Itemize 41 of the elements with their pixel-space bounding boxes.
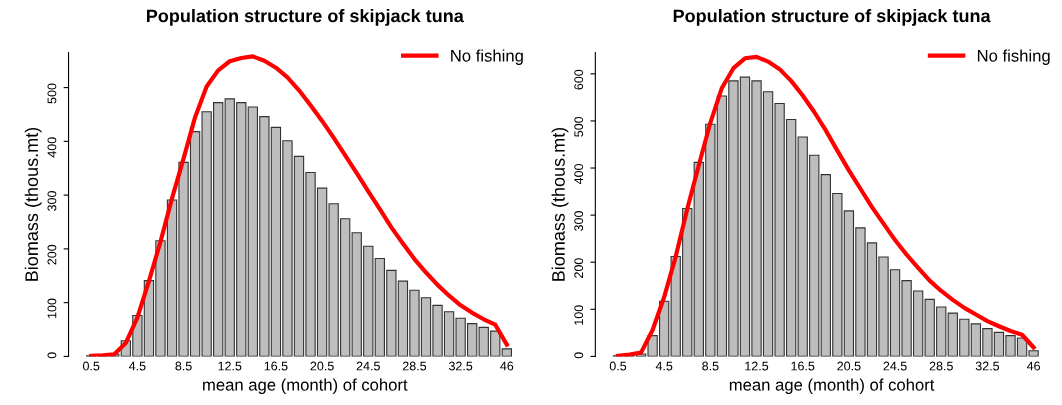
legend-label: No fishing [977, 49, 1050, 65]
y-tick-label: 100 [47, 298, 57, 319]
y-tick-label: 300 [47, 191, 57, 211]
y-axis-title: Biomass (thous.mt) [551, 127, 569, 281]
x-tick-label: 8.5 [175, 361, 192, 371]
legend-label: No fishing [451, 49, 523, 65]
chart-title: Population structure of skipjack tuna [146, 9, 464, 26]
x-tick-label: 32.5 [975, 361, 1000, 371]
x-tick-label: 0.5 [83, 361, 100, 371]
y-tick-label: 0 [574, 352, 584, 359]
x-tick-label: 28.5 [402, 361, 427, 371]
x-tick-label: 4.5 [128, 361, 146, 371]
x-tick-label: 16.5 [264, 361, 288, 371]
y-tick-label: 500 [47, 83, 57, 104]
y-tick-label: 200 [574, 258, 584, 278]
y-tick-label: 400 [574, 163, 584, 185]
x-tick-label: 32.5 [448, 361, 473, 371]
x-tick-label: 46 [1026, 361, 1040, 371]
x-tick-label: 12.5 [218, 361, 242, 371]
x-axis-title: mean age (month) of cohort [203, 378, 408, 395]
x-tick-label: 12.5 [745, 361, 769, 371]
y-tick-label: 100 [574, 305, 584, 325]
y-tick-label: 0 [47, 352, 57, 359]
x-tick-label: 46 [500, 361, 514, 371]
x-tick-label: 28.5 [929, 361, 953, 371]
x-tick-label: 4.5 [655, 361, 673, 371]
x-tick-label: 24.5 [883, 361, 907, 371]
x-tick-label: 8.5 [702, 361, 719, 371]
chart-title: Population structure of skipjack tuna [673, 9, 991, 26]
y-tick-label: 600 [574, 69, 584, 90]
x-tick-label: 20.5 [837, 361, 861, 371]
x-axis-title: mean age (month) of cohort [729, 378, 935, 395]
y-tick-label: 200 [47, 244, 57, 265]
y-tick-label: 400 [47, 137, 57, 158]
y-tick-label: 300 [574, 211, 584, 231]
x-tick-label: 16.5 [791, 361, 815, 371]
x-tick-label: 24.5 [356, 361, 380, 371]
y-tick-label: 500 [574, 116, 584, 137]
y-axis-title: Biomass (thous.mt) [24, 127, 42, 281]
x-tick-label: 20.5 [310, 361, 334, 371]
x-tick-label: 0.5 [609, 361, 627, 371]
